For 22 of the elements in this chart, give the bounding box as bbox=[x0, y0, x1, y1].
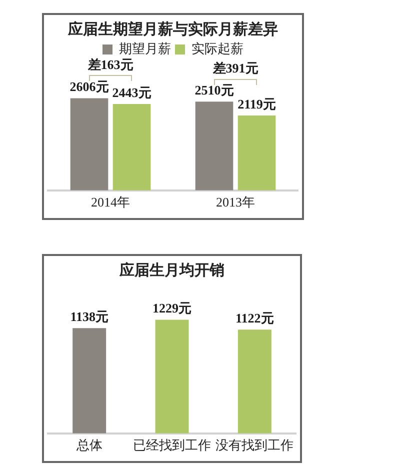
data-label: 1122元 bbox=[236, 310, 274, 326]
x-tick-label: 总体 bbox=[75, 438, 102, 453]
chart-title: 应届生期望月薪与实际月薪差异 bbox=[67, 20, 278, 38]
data-label: 2606元 bbox=[70, 79, 109, 94]
legend-label: 实际起薪 bbox=[192, 40, 244, 56]
bar bbox=[112, 104, 151, 190]
chart-title: 应届生月均开销 bbox=[118, 260, 224, 279]
data-label: 1229元 bbox=[152, 300, 192, 316]
data-label: 2119元 bbox=[238, 96, 276, 112]
bar bbox=[195, 102, 234, 190]
x-tick-label: 已经找到工作 bbox=[133, 438, 211, 453]
text: 差391元 bbox=[212, 60, 258, 76]
x-tick-label: 2013年 bbox=[216, 194, 255, 210]
data-label: 2510元 bbox=[194, 82, 234, 98]
data-label: 2443元 bbox=[112, 84, 152, 100]
bar bbox=[70, 98, 108, 190]
text: 差163元 bbox=[86, 57, 134, 72]
data-label: 1138元 bbox=[70, 309, 108, 324]
x-tick-label: 没有找到工作 bbox=[216, 438, 294, 453]
legend-label: 期望月薪 bbox=[119, 40, 171, 56]
bar bbox=[238, 115, 276, 190]
x-tick-label: 2014年 bbox=[91, 194, 130, 210]
